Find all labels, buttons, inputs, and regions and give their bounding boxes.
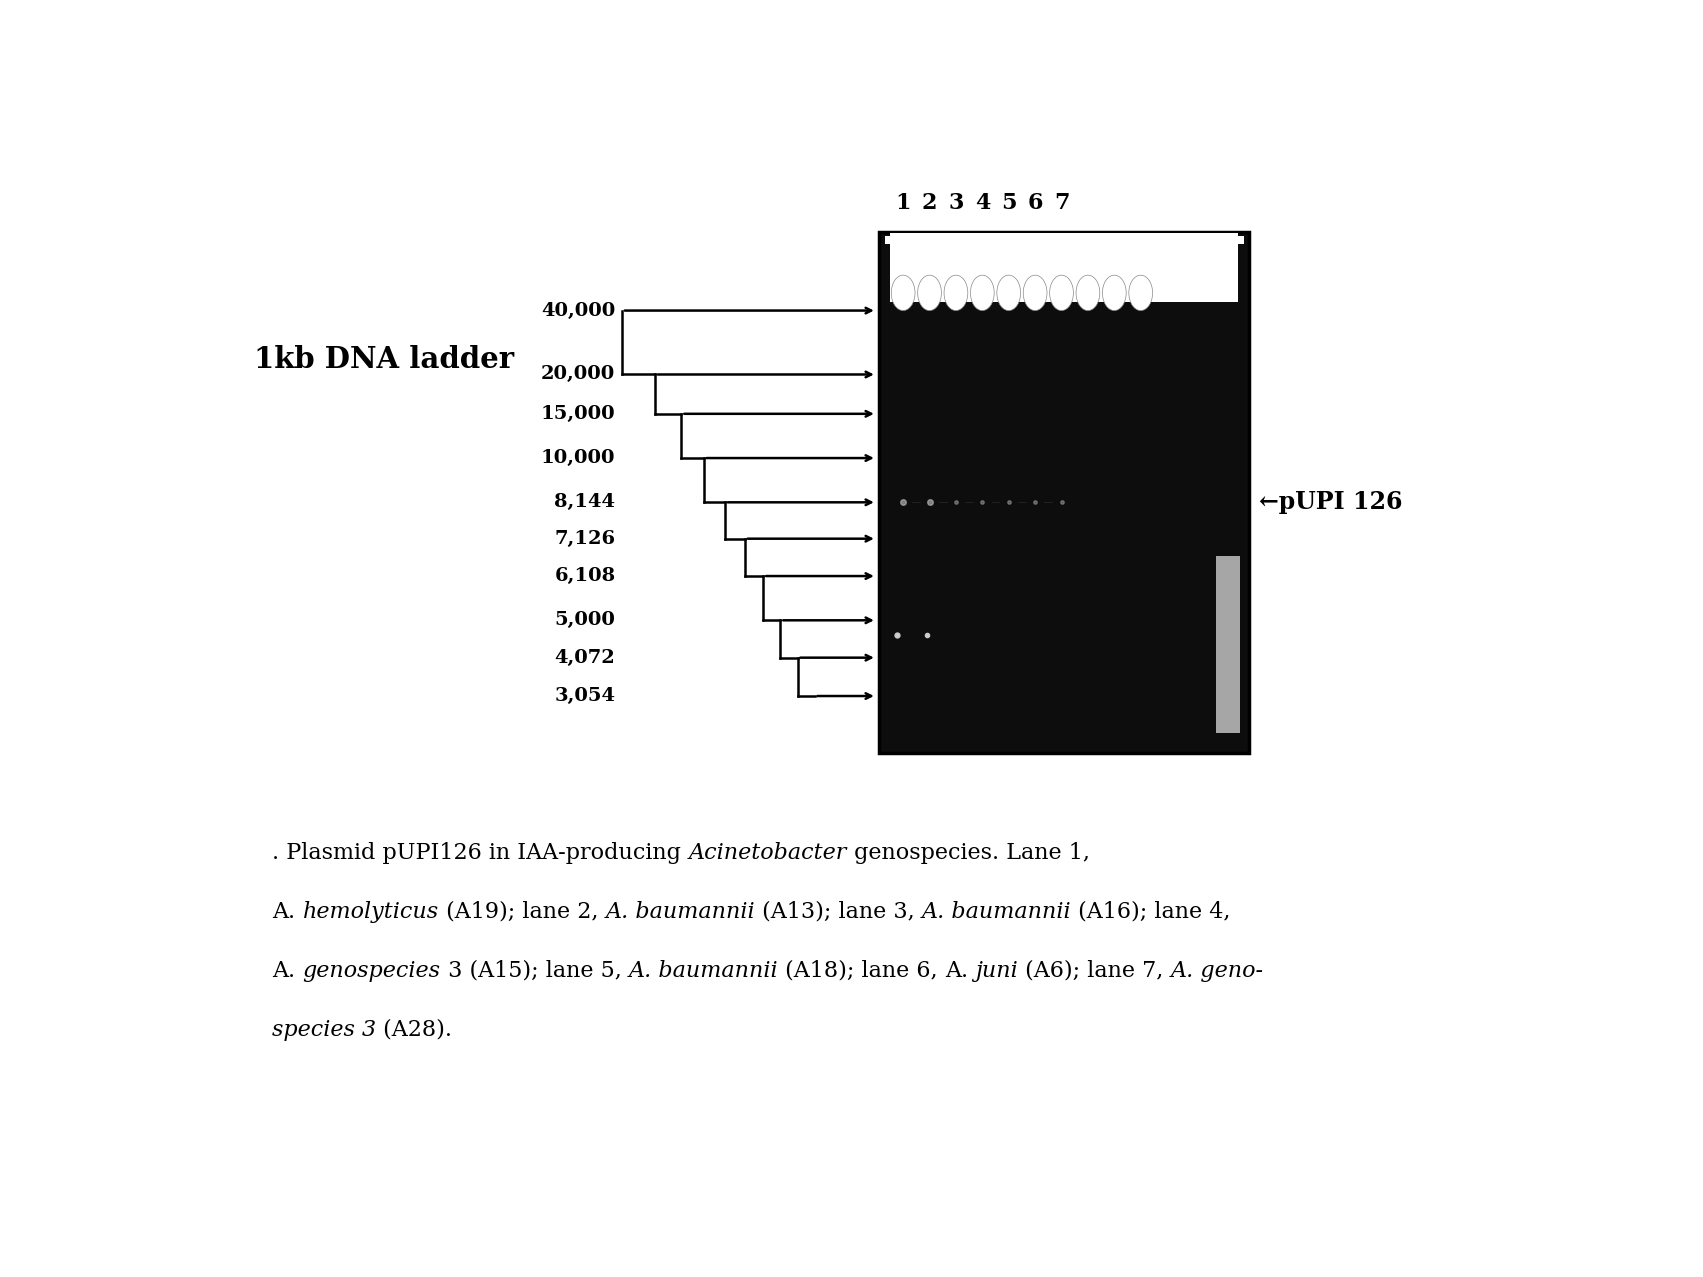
Text: 40,000: 40,000 [542,301,615,319]
Text: .: . [288,900,303,922]
Text: (A18); lane 6,: (A18); lane 6, [778,959,945,982]
Text: 1kb DNA ladder: 1kb DNA ladder [254,345,514,374]
Text: A. baumannii: A. baumannii [605,900,754,922]
Ellipse shape [1076,275,1100,310]
Ellipse shape [1102,275,1126,310]
Text: A.: A. [945,959,976,982]
Ellipse shape [943,275,967,310]
Text: 4,072: 4,072 [555,649,615,667]
Text: genospecies. Lane 1,: genospecies. Lane 1, [846,842,1090,863]
Text: juni: juni [976,959,1018,982]
Text: 3: 3 [949,193,964,215]
Text: Acinetobacter: Acinetobacter [688,842,846,863]
Text: 6: 6 [1027,193,1042,215]
Text: . Plasmid pUPI126 in IAA-producing: . Plasmid pUPI126 in IAA-producing [272,842,688,863]
Text: 3,054: 3,054 [555,687,615,705]
Ellipse shape [918,275,942,310]
Ellipse shape [1129,275,1153,310]
Text: genospecies: genospecies [303,959,441,982]
Text: 7: 7 [1054,193,1069,215]
Text: A: A [272,900,288,922]
Text: 8,144: 8,144 [555,493,615,511]
Ellipse shape [1049,275,1073,310]
Text: 7,126: 7,126 [553,530,615,548]
Bar [884,236,1243,244]
Text: species 3: species 3 [272,1019,376,1041]
Text: A. baumannii: A. baumannii [628,959,778,982]
Text: (A6); lane 7,: (A6); lane 7, [1018,959,1170,982]
Ellipse shape [996,275,1020,310]
Text: (A28).: (A28). [376,1019,453,1041]
Ellipse shape [891,275,915,310]
Text: 10,000: 10,000 [542,450,615,467]
Text: A. baumannii: A. baumannii [921,900,1071,922]
Text: ←pUPI 126: ←pUPI 126 [1260,490,1403,515]
Text: (A19); lane 2,: (A19); lane 2, [439,900,605,922]
Text: 2: 2 [921,193,937,215]
Bar [891,232,1238,301]
Ellipse shape [1024,275,1047,310]
Text: hemolyticus: hemolyticus [303,900,439,922]
Bar [1216,557,1240,733]
Text: 20,000: 20,000 [542,365,615,383]
Ellipse shape [971,275,995,310]
Text: (A16); lane 4,: (A16); lane 4, [1071,900,1231,922]
Text: 3 (A15); lane 5,: 3 (A15); lane 5, [441,959,628,982]
Text: 5: 5 [1001,193,1017,215]
Bar [879,232,1248,753]
Text: (A13); lane 3,: (A13); lane 3, [754,900,921,922]
Text: A.: A. [272,959,303,982]
Text: 6,108: 6,108 [553,567,615,585]
Text: 15,000: 15,000 [542,405,615,423]
Text: 1: 1 [896,193,911,215]
Text: 5,000: 5,000 [555,612,615,630]
Text: A. geno-: A. geno- [1170,959,1264,982]
Text: 4: 4 [974,193,989,215]
